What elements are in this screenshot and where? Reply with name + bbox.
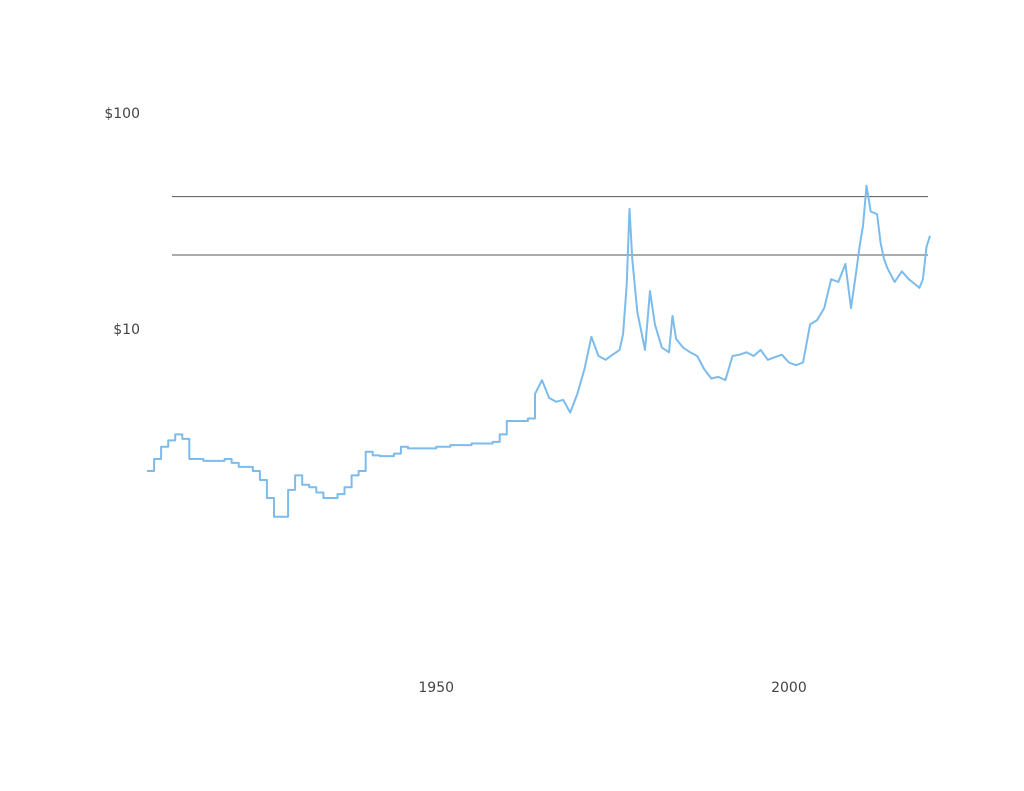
reference-lines [172,196,928,256]
x-tick-label: 2000 [771,680,807,696]
x-tick-label: 1950 [418,680,454,696]
y-tick-label: $10 [113,322,140,338]
x-axis-tick-labels: 1950 2000 [418,680,806,696]
series-layer [147,184,931,518]
price-series-line-1 [147,184,931,518]
y-axis-tick-labels: $100 $10 [104,106,140,338]
y-tick-label: $100 [104,106,140,122]
